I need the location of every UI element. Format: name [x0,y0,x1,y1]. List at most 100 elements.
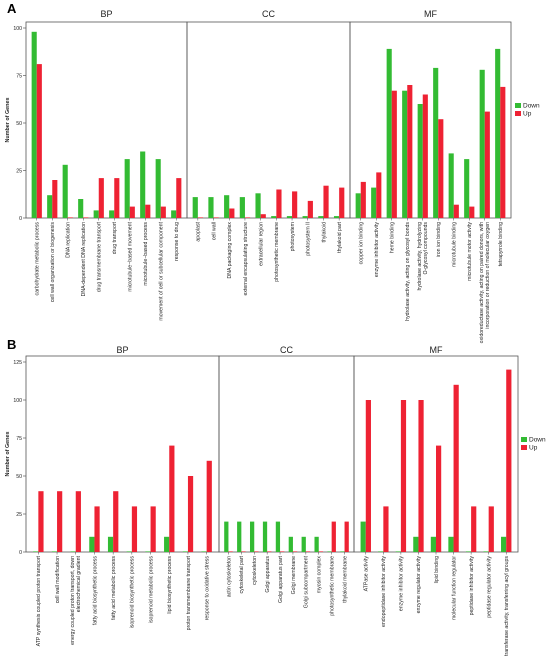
x-tick-label: actin cytoskeleton [226,556,232,597]
facet-cc: CC apoplast cell wall DNA packaging complex… [186,9,351,296]
bar-down [145,551,151,552]
x-tick-label: endopeptidase inhibitor activity [381,556,387,627]
bar-up [500,86,506,219]
bar-down [448,536,454,552]
x-tick-label: isoprenoid biosynthetic process [130,556,136,629]
x-tick-label: DNA packaging complex [227,222,233,279]
bar-up [360,181,366,218]
bar-up [292,191,298,218]
bar-up [241,551,246,552]
facet-bp: BP carbohydrate metabolic process cell wal… [25,9,188,321]
x-tick-label-line: energy coupled proton transport, down [70,556,76,645]
bar-up [280,551,285,552]
facet-title: MF [430,345,443,355]
x-tick-label: enzyme inhibitor activity [399,556,405,611]
x-tick-label: external encapsulating structure [243,222,249,296]
bar-up [488,506,494,552]
bar-up [187,476,194,552]
bar-down [107,536,114,552]
legend-label-up: Up [529,445,538,452]
x-tick-label: Golgi membrane [291,556,297,594]
legend-label-down: Down [529,437,546,444]
bar-down [47,195,53,218]
bar-down [275,521,281,552]
bar-up [113,491,119,552]
bar-up [344,521,349,552]
x-tick-label: molecular function regulator [451,556,457,620]
bar-down [271,216,277,218]
bar-up [376,172,382,218]
x-tick-label: microtubule−based process [143,222,149,286]
y-tick-label: 0 [19,550,22,556]
bar-down [302,216,308,218]
y-tick-label: 75 [16,436,22,442]
y-tick-label: 125 [13,360,22,366]
bar-down [417,104,423,218]
bar-up [197,217,204,218]
bar-up [422,94,428,218]
bar-up [383,506,389,552]
x-tick-label-line: hydrolase activity, hydrolyzing [417,222,423,291]
bar-down [239,197,245,218]
bar-down [464,159,470,218]
legend-label-down: Down [523,103,540,110]
y-tick-label: 100 [13,398,22,404]
bar-up [52,180,58,218]
x-tick-label: photosynthetic membrane [274,222,280,282]
bar-down [395,551,401,552]
bar-up [229,208,235,218]
bar-down [495,48,501,219]
bar-up [67,217,73,218]
x-tick-label: drug transport [112,221,118,254]
bar-down [255,193,261,218]
x-tick-label: drug transmembrane transport [97,221,103,292]
bar-down [430,536,436,552]
bar-down [371,187,377,218]
x-tick-label-line: O-glycosyl compounds [423,222,429,275]
bar-down [182,551,188,552]
bar-down [386,48,392,219]
bar-down [109,210,115,218]
bar-up [213,217,219,218]
bar-down [314,536,319,552]
bar-up [276,189,282,218]
x-tick-label: copper ion binding [359,222,365,265]
x-tick-label: microtubule−based movement [128,221,134,291]
x-tick-label: oxidoreductase activity, acting on paire… [479,222,491,343]
bar-down [355,193,361,218]
bar-up [323,185,329,218]
x-tick-label: photosystem II [306,222,312,256]
facet-title: BP [116,345,128,355]
x-tick-label: Golgi apparatus part [278,555,284,603]
x-tick-label: enzyme regulator activity [416,556,422,614]
x-tick-label-line: oxidoreductase activity, acting on paire… [479,222,485,343]
x-tick-label: photosynthetic membrane [329,556,335,616]
bar-up [83,217,89,218]
bar-down [448,153,454,218]
bar-up [131,506,138,552]
x-tick-label: peptidase inhibitor activity [469,556,475,616]
bar-down [33,551,39,552]
facet-title: CC [280,345,293,355]
x-tick-label: DNA replication [66,222,72,258]
bar-down [402,90,408,218]
x-tick-label: cytoskeleton [252,556,258,585]
x-tick-label: response to oxidative stress [204,556,210,621]
bar-down [479,69,485,218]
bar-up [145,204,151,218]
x-tick-label: peptidase regulator activity [486,556,492,618]
legend-swatch-down [521,437,527,442]
bar-up [169,445,175,552]
bar-down [224,195,230,218]
legend-swatch-up [515,111,521,116]
bar-down [378,551,384,552]
bar-up [400,400,407,552]
y-tick-label: 100 [13,26,22,32]
bar-up [57,491,63,552]
bar-up [484,111,490,218]
x-tick-label: myosin complex [317,556,323,594]
facet-cc: CC actin cytoskeleton cytoskeletal part cyt… [218,345,355,616]
x-tick-label: thylakoid part [337,221,343,252]
x-tick-label: heme binding [390,222,396,253]
